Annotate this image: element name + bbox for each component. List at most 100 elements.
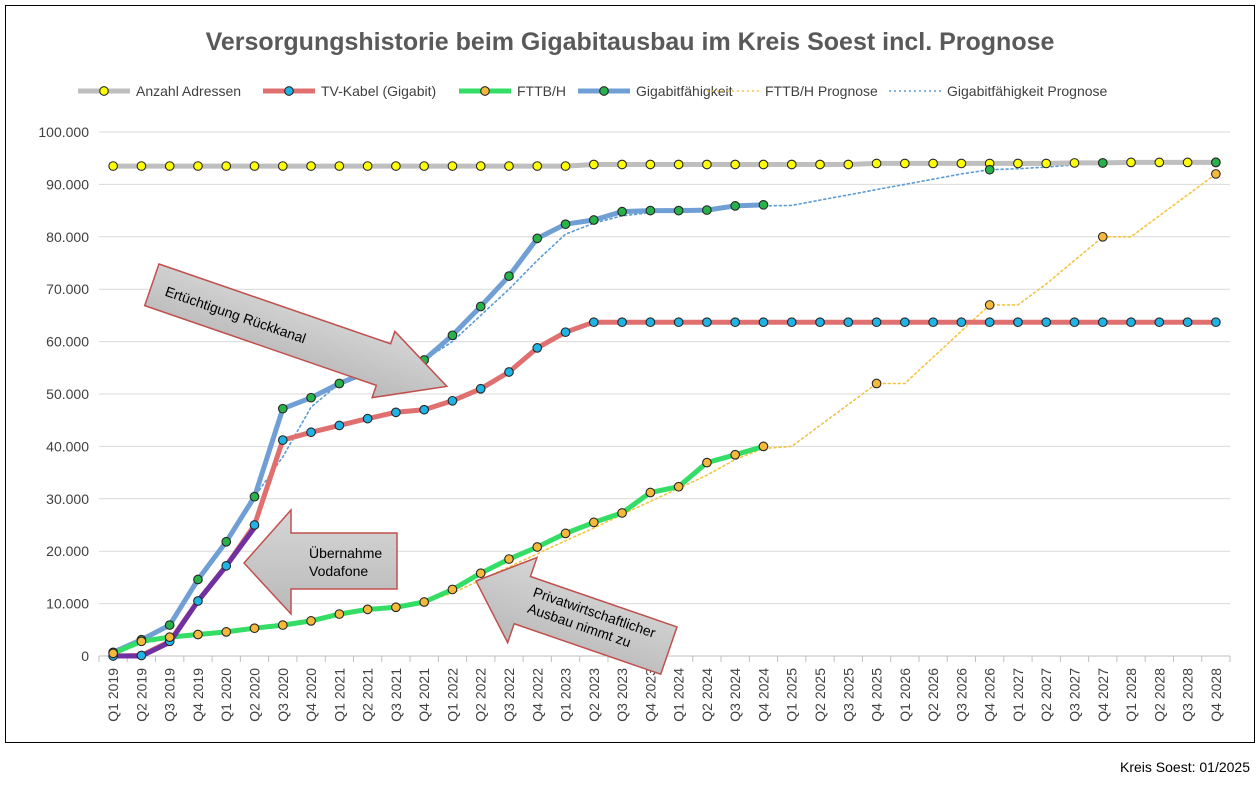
- y-tick-label: 30.000: [46, 491, 89, 507]
- x-tick-label: Q2 2024: [699, 668, 715, 722]
- data-point: [475, 568, 486, 579]
- data-point: [1126, 317, 1136, 328]
- y-tick-label: 60.000: [46, 334, 89, 350]
- x-tick-label: Q2 2025: [812, 668, 828, 722]
- data-point: [617, 508, 627, 518]
- data-point: [560, 528, 571, 539]
- y-tick-label: 90.000: [46, 176, 89, 192]
- x-tick-label: Q4 2024: [755, 668, 771, 722]
- legend: Anzahl Adressen TV-Kabel (Gigabit) FTTB/H G…: [78, 83, 1108, 99]
- data-point: [193, 574, 203, 585]
- data-point: [588, 215, 599, 225]
- data-point: [617, 206, 627, 217]
- y-tick-label: 0: [81, 648, 89, 664]
- chart-title: Versorgungshistorie beim Gigabitausbau i…: [206, 28, 1055, 56]
- data-point: [532, 542, 543, 552]
- data-point: [984, 300, 995, 310]
- legend-label: FTTB/H Prognose: [765, 83, 878, 99]
- data-point: [475, 301, 486, 312]
- data-point: [504, 554, 514, 564]
- chart-frame: Versorgungshistorie beim Gigabitausbau i…: [5, 5, 1255, 743]
- x-tick-label: Q2 2028: [1151, 668, 1167, 722]
- data-point: [334, 161, 345, 171]
- x-tick-label: Q4 2019: [190, 668, 206, 722]
- data-point: [617, 317, 627, 328]
- x-tick-label: Q3 2028: [1180, 668, 1196, 722]
- legend-marker: [599, 86, 609, 96]
- data-point: [1182, 157, 1193, 168]
- legend-label: FTTB/H: [517, 83, 566, 99]
- x-tick-label: Q2 2023: [586, 668, 602, 722]
- x-tick-label: Q1 2024: [671, 668, 687, 722]
- legend-label: Gigabitfähigkeit: [636, 83, 733, 99]
- data-point: [532, 161, 543, 171]
- data-point: [193, 596, 203, 606]
- series-line-2: [110, 319, 1219, 659]
- data-point: [306, 161, 316, 171]
- data-point: [475, 161, 486, 171]
- data-point: [899, 158, 910, 169]
- x-tick-label: Q4 2026: [982, 668, 998, 722]
- data-point: [899, 317, 910, 328]
- y-tick-label: 20.000: [46, 543, 89, 559]
- data-point: [362, 604, 373, 615]
- y-tick-label: 10.000: [46, 596, 89, 612]
- data-point: [730, 159, 741, 170]
- data-point: [730, 317, 741, 328]
- x-tick-label: Q3 2024: [727, 668, 743, 722]
- y-axis: 0 10.000 20.000 30.000 40.000 50.000 60.000 70.…: [38, 124, 89, 664]
- data-point: [306, 427, 316, 438]
- x-tick-label: Q3 2021: [388, 668, 404, 722]
- data-point: [758, 199, 769, 210]
- series-markers: [108, 157, 1221, 661]
- x-tick-label: Q1 2027: [1010, 668, 1026, 722]
- x-tick-label: Q3 2023: [614, 668, 630, 722]
- x-tick-label: Q1 2020: [218, 668, 234, 722]
- y-tick-label: 80.000: [46, 229, 89, 245]
- data-point: [136, 650, 147, 661]
- data-point: [1097, 231, 1108, 242]
- x-tick-label: Q2 2027: [1038, 668, 1054, 722]
- data-point: [645, 159, 656, 170]
- data-point: [730, 201, 741, 211]
- x-tick-label: Q2 2021: [360, 668, 376, 722]
- data-point: [1154, 157, 1165, 168]
- data-point: [673, 159, 684, 170]
- x-tick-label: Q4 2023: [642, 668, 658, 722]
- data-point: [221, 536, 232, 547]
- data-point: [221, 561, 232, 571]
- data-point: [164, 632, 175, 642]
- data-point: [419, 161, 430, 171]
- x-tick-label: Q3 2022: [501, 668, 517, 722]
- data-point: [588, 317, 599, 328]
- data-point: [758, 317, 769, 328]
- x-tick-label: Q4 2022: [529, 668, 545, 722]
- data-point: [504, 271, 514, 281]
- data-point: [249, 623, 260, 634]
- chart: Versorgungshistorie beim Gigabitausbau i…: [38, 28, 1231, 722]
- y-tick-label: 70.000: [46, 281, 89, 297]
- x-tick-label: Q2 2022: [473, 668, 489, 722]
- legend-label: Anzahl Adressen: [136, 83, 241, 99]
- data-point: [702, 457, 712, 468]
- data-point: [447, 395, 458, 406]
- footer-source: Kreis Soest: 01/2025: [1120, 759, 1250, 775]
- data-point: [1097, 158, 1108, 168]
- data-point: [362, 413, 373, 424]
- data-point: [334, 378, 345, 389]
- data-point: [334, 609, 345, 619]
- data-point: [391, 602, 401, 613]
- data-point: [504, 161, 514, 171]
- data-point: [419, 597, 430, 607]
- data-point: [277, 620, 288, 630]
- x-tick-label: Q4 2028: [1208, 668, 1224, 722]
- data-point: [1182, 317, 1193, 328]
- y-tick-label: 40.000: [46, 438, 89, 454]
- data-point: [334, 420, 345, 431]
- data-point: [362, 161, 373, 171]
- data-point: [447, 330, 458, 341]
- x-tick-label: Q4 2027: [1095, 668, 1111, 722]
- data-point: [1211, 317, 1221, 328]
- x-tick-label: Q1 2021: [331, 668, 347, 722]
- x-tick-label: Q1 2023: [558, 668, 574, 722]
